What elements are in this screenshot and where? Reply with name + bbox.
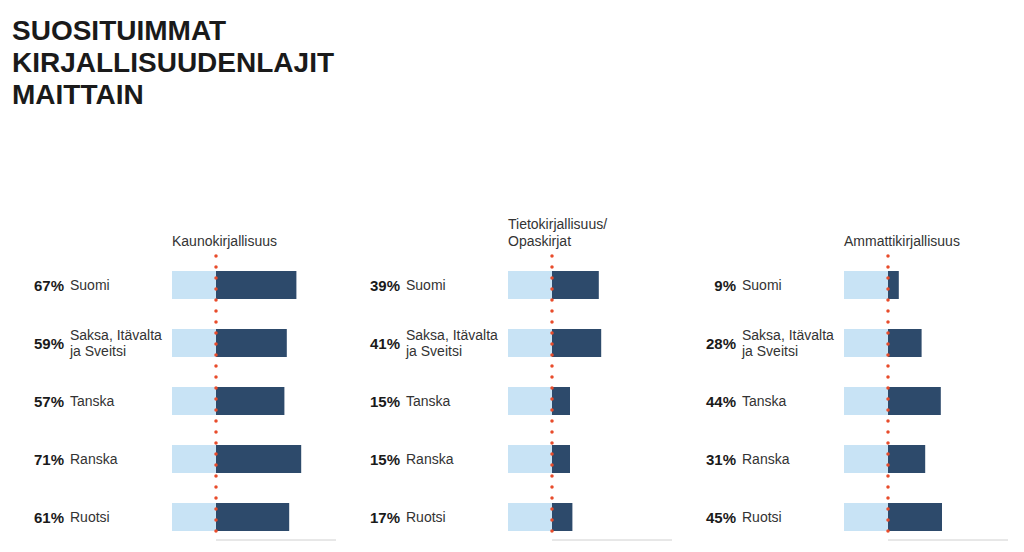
category-label: Suomi: [742, 277, 782, 293]
data-label: 57%: [34, 393, 64, 410]
data-label: 45%: [706, 509, 736, 526]
reference-bar: [172, 271, 216, 299]
category-label: Ruotsi: [70, 509, 110, 525]
bar: [888, 503, 942, 531]
category-label: Suomi: [70, 277, 110, 293]
data-label: 59%: [34, 335, 64, 352]
reference-bar: [844, 503, 888, 531]
bar: [552, 271, 599, 299]
reference-bar: [508, 503, 552, 531]
zero-line: [550, 256, 554, 540]
bars: [216, 271, 301, 531]
chart: SUOSITUIMMATKIRJALLISUUDENLAJITMAITTAIN K…: [0, 0, 1024, 552]
bar: [888, 271, 899, 299]
reference-bar: [844, 387, 888, 415]
category-label: Tanska: [742, 393, 787, 409]
bar: [552, 329, 601, 357]
bar: [888, 445, 925, 473]
category-label: Ranska: [742, 451, 790, 467]
bar: [888, 387, 941, 415]
bars: [552, 271, 601, 531]
data-label: 67%: [34, 277, 64, 294]
bar: [216, 503, 289, 531]
bar: [216, 271, 296, 299]
category-label: Saksa, Itävaltaja Sveitsi: [741, 327, 834, 359]
data-label: 39%: [370, 277, 400, 294]
chart-container: SUOSITUIMMATKIRJALLISUUDENLAJITMAITTAIN K…: [0, 0, 1024, 552]
axis-line: [888, 540, 1008, 541]
bar: [552, 445, 570, 473]
category-label: Ruotsi: [742, 509, 782, 525]
reference-bar: [172, 329, 216, 357]
reference-bar: [844, 445, 888, 473]
title: SUOSITUIMMATKIRJALLISUUDENLAJITMAITTAIN: [12, 15, 334, 110]
bar: [552, 387, 570, 415]
category-label: Saksa, Itävaltaja Sveitsi: [405, 327, 498, 359]
group-label: Kaunokirjallisuus: [172, 233, 277, 249]
category-label: Ruotsi: [406, 509, 446, 525]
data-label: 15%: [370, 393, 400, 410]
category-label: Ranska: [406, 451, 454, 467]
reference-bar: [508, 387, 552, 415]
reference-bar: [172, 503, 216, 531]
axis-line: [552, 540, 672, 541]
group-label: Tietokirjallisuus/Opaskirjat: [508, 216, 607, 249]
panel: Kaunokirjallisuus 67% Suomi 59% Saksa, Itäva…: [34, 233, 336, 540]
zero-line: [214, 256, 218, 540]
data-label: 28%: [706, 335, 736, 352]
axis-line: [216, 540, 336, 541]
data-label: 15%: [370, 451, 400, 468]
bar: [552, 503, 572, 531]
reference-bar: [172, 387, 216, 415]
category-label: Tanska: [70, 393, 115, 409]
data-label: 44%: [706, 393, 736, 410]
category-label: Suomi: [406, 277, 446, 293]
data-label: 17%: [370, 509, 400, 526]
reference-bar: [508, 329, 552, 357]
reference-bar: [844, 329, 888, 357]
reference-bar: [508, 445, 552, 473]
data-label: 71%: [34, 451, 64, 468]
bars: [888, 271, 942, 531]
background: [0, 0, 1024, 552]
category-label: Ranska: [70, 451, 118, 467]
group-label: Ammattikirjallisuus: [844, 233, 960, 249]
zero-line: [886, 256, 890, 540]
panel: Tietokirjallisuus/Opaskirjat 39% Suomi 41% S…: [370, 216, 672, 540]
bar: [216, 445, 301, 473]
category-label: Tanska: [406, 393, 451, 409]
data-label: 41%: [370, 335, 400, 352]
reference-bar: [172, 445, 216, 473]
reference-bar: [508, 271, 552, 299]
bar: [216, 329, 287, 357]
panel: Ammattikirjallisuus 9% Suomi 28% Saksa, Itäv…: [706, 233, 1008, 540]
reference-bar: [844, 271, 888, 299]
data-label: 61%: [34, 509, 64, 526]
bar: [888, 329, 922, 357]
category-label: Saksa, Itävaltaja Sveitsi: [69, 327, 162, 359]
data-label: 31%: [706, 451, 736, 468]
bar: [216, 387, 284, 415]
data-label: 9%: [714, 277, 736, 294]
